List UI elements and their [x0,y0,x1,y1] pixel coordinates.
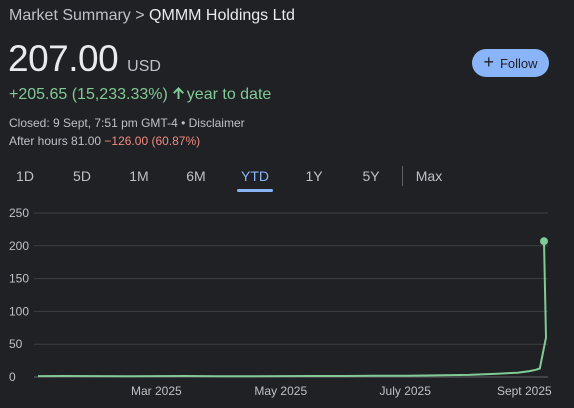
arrow-up-icon [172,86,184,104]
follow-label: Follow [499,55,538,71]
plus-icon: + [483,52,494,72]
x-tick-label: Mar 2025 [131,384,182,398]
price-chart[interactable]: 0 50 100 150 200 250 Mar 2025 May 2025 July 202… [0,200,574,408]
x-tick-label: Sept 2025 [497,384,552,398]
price-row: 207.00 USD [8,38,161,80]
breadcrumb: Market Summary > QMMM Holdings Ltd [9,7,295,25]
price-line [37,241,547,378]
price-end-point [540,237,548,246]
tab-5y[interactable]: 5Y [362,168,380,184]
after-hours-label: After hours 81.00 [9,134,102,148]
breadcrumb-separator: > [135,7,145,24]
y-tick-label: 50 [9,337,23,351]
tab-1y[interactable]: 1Y [305,168,323,184]
breadcrumb-prefix[interactable]: Market Summary [9,7,131,24]
tab-divider [402,166,403,186]
x-tick-label: July 2025 [380,384,432,398]
price-change: +205.65 (15,233.33%) year to date [9,86,271,104]
range-tabs: 1D 5D 1M 6M YTD 1Y 5Y Max [0,162,574,192]
y-tick-label: 200 [9,239,29,253]
currency: USD [127,58,161,75]
tab-1d[interactable]: 1D [16,168,34,184]
y-tick-label: 100 [9,304,29,318]
current-price: 207.00 [8,38,119,79]
tab-max[interactable]: Max [415,168,443,184]
period-label: year to date [186,86,272,103]
y-tick-label: 150 [9,272,29,286]
y-tick-label: 250 [9,206,29,220]
tab-5d[interactable]: 5D [73,168,91,184]
y-tick-label: 0 [9,370,16,384]
follow-button[interactable]: + Follow [472,49,549,77]
tab-1m[interactable]: 1M [129,168,149,184]
after-hours-info: After hours 81.00 −126.00 (60.87%) [9,134,200,148]
tab-6m[interactable]: 6M [186,168,206,184]
after-hours-change: −126.00 (60.87%) [104,134,201,148]
closed-info: Closed: 9 Sept, 7:51 pm GMT-4 • Disclaim… [9,116,245,130]
company-name: QMMM Holdings Ltd [149,7,295,24]
change-value: +205.65 (15,233.33%) [9,86,168,103]
tab-ytd[interactable]: YTD [237,162,273,192]
x-tick-label: May 2025 [254,384,307,398]
